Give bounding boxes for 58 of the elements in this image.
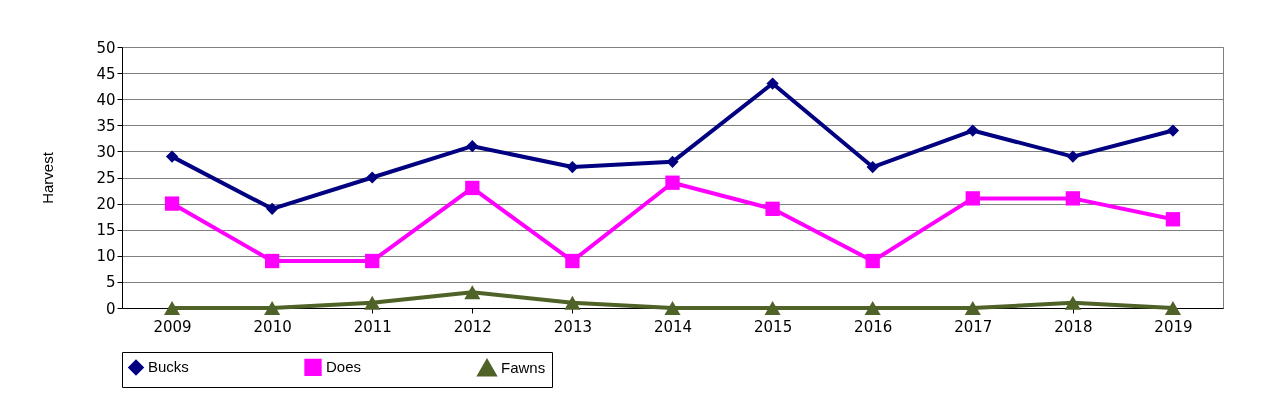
y-tick-label: 50 [96, 38, 116, 57]
point [164, 196, 180, 211]
y-tick-label: 45 [96, 64, 116, 83]
x-tick-label: 2013 [553, 317, 592, 336]
y-tick-label: 15 [96, 221, 116, 240]
legend-label: Does [326, 358, 362, 376]
point [564, 295, 581, 310]
point [964, 301, 981, 315]
x-tick-label: 2011 [353, 317, 392, 336]
point [865, 253, 880, 269]
point [464, 285, 481, 300]
point [466, 140, 479, 153]
y-tick-label: 30 [96, 142, 116, 161]
point [165, 150, 179, 163]
x-tick-label: 2019 [1154, 317, 1193, 336]
point [264, 253, 280, 269]
point [764, 301, 781, 315]
point [565, 253, 580, 269]
point [163, 301, 181, 315]
x-tick-label: 2009 [153, 317, 192, 336]
point [1164, 301, 1182, 315]
point [765, 201, 780, 216]
x-tick-label: 2018 [1054, 317, 1093, 336]
x-tick-label: 2014 [653, 317, 693, 336]
point [664, 301, 681, 315]
x-tick-label: 2010 [253, 317, 292, 336]
y-tick-label: 5 [105, 273, 116, 292]
point [1165, 212, 1181, 227]
point [966, 124, 979, 137]
point [864, 301, 881, 315]
y-tick-label: 25 [96, 169, 116, 187]
point [266, 202, 279, 215]
y-tick-label: 35 [96, 116, 116, 135]
point [366, 171, 379, 184]
point [365, 253, 380, 269]
point [566, 160, 579, 174]
point [965, 191, 980, 206]
x-tick-label: 2012 [453, 317, 492, 336]
point [1064, 295, 1081, 310]
y-tick-label: 40 [96, 90, 116, 109]
point [465, 180, 480, 196]
point [1166, 124, 1180, 137]
point [1066, 150, 1079, 163]
legend-label: Bucks [148, 358, 189, 376]
legend-label: Fawns [501, 359, 546, 377]
x-tick-label: 2015 [754, 317, 793, 336]
x-tick-label: 2017 [954, 317, 993, 336]
point [1065, 191, 1081, 206]
x-tick-label: 2016 [854, 317, 893, 336]
point [264, 301, 281, 315]
y-axis-title: Harvest [39, 151, 57, 204]
point [866, 160, 879, 174]
y-tick-label: 20 [96, 195, 116, 214]
point [364, 295, 381, 310]
y-tick-label: 10 [96, 247, 116, 266]
y-tick-label: 0 [105, 299, 116, 318]
point [665, 175, 680, 190]
point [766, 77, 779, 90]
